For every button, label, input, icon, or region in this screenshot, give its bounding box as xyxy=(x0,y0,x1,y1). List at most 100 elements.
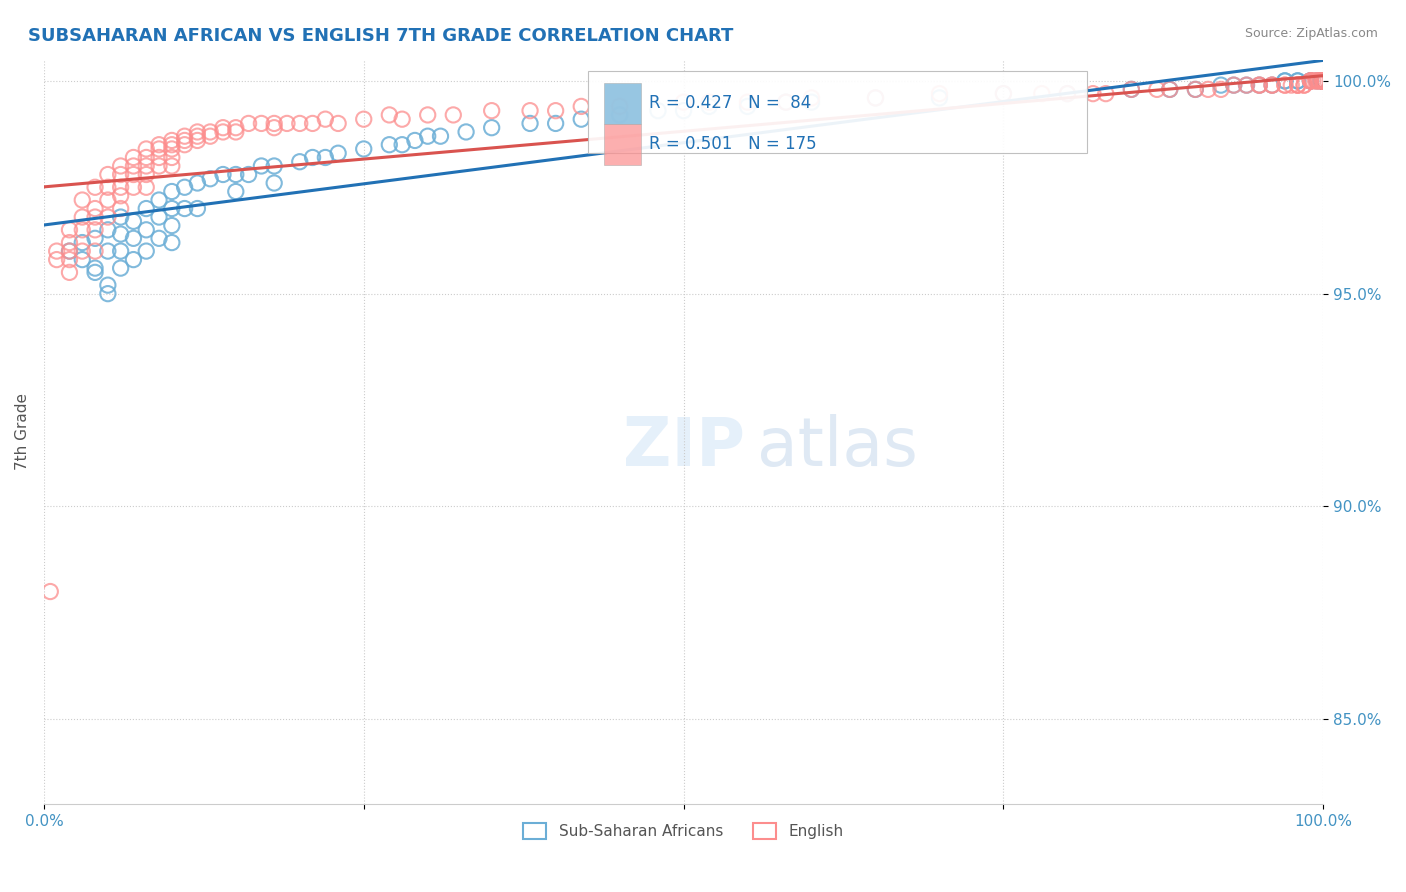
Point xyxy=(160,219,183,233)
Point xyxy=(1312,74,1334,88)
Point xyxy=(1286,78,1309,92)
Point xyxy=(1209,78,1232,92)
Point xyxy=(1159,82,1181,96)
Point xyxy=(1312,74,1334,88)
Point xyxy=(160,202,183,216)
Point xyxy=(1312,74,1334,88)
Text: R = 0.501   N = 175: R = 0.501 N = 175 xyxy=(650,136,817,153)
Point xyxy=(1261,78,1284,92)
Point xyxy=(378,137,401,152)
Point xyxy=(148,142,170,156)
Point xyxy=(314,112,336,127)
Point xyxy=(1274,78,1296,92)
Point xyxy=(148,231,170,245)
Point xyxy=(97,168,120,182)
Point xyxy=(1312,74,1334,88)
Point xyxy=(122,180,145,194)
Point xyxy=(1306,74,1329,88)
Point xyxy=(1249,78,1271,92)
Point xyxy=(186,176,208,190)
Point xyxy=(1274,74,1296,88)
Point xyxy=(1312,74,1334,88)
Point xyxy=(1312,74,1334,88)
Point xyxy=(110,244,132,258)
Point xyxy=(45,244,67,258)
Point xyxy=(135,159,157,173)
Point xyxy=(110,188,132,202)
Point xyxy=(481,120,503,135)
Point xyxy=(1312,74,1334,88)
Point xyxy=(1309,74,1331,88)
Point xyxy=(481,103,503,118)
Point xyxy=(84,210,107,224)
Point xyxy=(1081,87,1104,101)
Point xyxy=(72,193,94,207)
Point xyxy=(173,180,195,194)
Point xyxy=(110,227,132,241)
Point xyxy=(1312,74,1334,88)
Point xyxy=(84,265,107,279)
Point xyxy=(135,223,157,237)
Point xyxy=(97,193,120,207)
Point xyxy=(110,168,132,182)
Point xyxy=(416,108,439,122)
Point xyxy=(212,120,235,135)
Point xyxy=(1310,74,1333,88)
Point xyxy=(1159,82,1181,96)
Point xyxy=(1184,82,1206,96)
Point xyxy=(1312,74,1334,88)
Point xyxy=(58,235,80,250)
Text: SUBSAHARAN AFRICAN VS ENGLISH 7TH GRADE CORRELATION CHART: SUBSAHARAN AFRICAN VS ENGLISH 7TH GRADE … xyxy=(28,27,734,45)
Point xyxy=(1312,74,1334,88)
Point xyxy=(110,159,132,173)
Point xyxy=(1299,74,1322,88)
Point xyxy=(1302,74,1324,88)
Point xyxy=(186,125,208,139)
Point xyxy=(1249,78,1271,92)
Point xyxy=(1312,74,1334,88)
Point xyxy=(1121,82,1143,96)
Point xyxy=(544,116,567,130)
Point xyxy=(1299,74,1322,88)
Point xyxy=(1261,78,1284,92)
Point xyxy=(72,210,94,224)
Text: Source: ZipAtlas.com: Source: ZipAtlas.com xyxy=(1244,27,1378,40)
Point xyxy=(97,278,120,293)
Point xyxy=(200,129,222,144)
Point xyxy=(263,116,285,130)
Point xyxy=(39,584,62,599)
Point xyxy=(1312,74,1334,88)
Point xyxy=(173,137,195,152)
Point xyxy=(1312,74,1334,88)
Point xyxy=(186,133,208,147)
Point xyxy=(186,129,208,144)
Point xyxy=(1308,74,1330,88)
Point xyxy=(1121,82,1143,96)
Point xyxy=(404,133,426,147)
Point xyxy=(135,202,157,216)
Point xyxy=(160,137,183,152)
Point xyxy=(84,231,107,245)
Point xyxy=(135,142,157,156)
Point xyxy=(84,244,107,258)
Point xyxy=(1312,74,1334,88)
Point xyxy=(225,168,247,182)
Point xyxy=(609,99,631,113)
Point xyxy=(301,151,323,165)
Point xyxy=(250,159,273,173)
Point xyxy=(1299,74,1322,88)
Point xyxy=(1312,74,1334,88)
Point xyxy=(72,223,94,237)
Point xyxy=(1312,74,1334,88)
Point xyxy=(148,193,170,207)
Point xyxy=(122,168,145,182)
Point xyxy=(276,116,298,130)
Point xyxy=(1222,78,1244,92)
Point xyxy=(200,125,222,139)
Point xyxy=(97,286,120,301)
Point xyxy=(353,112,375,127)
Legend: Sub-Saharan Africans, English: Sub-Saharan Africans, English xyxy=(517,817,849,845)
Point xyxy=(1312,74,1334,88)
Point xyxy=(263,176,285,190)
Point xyxy=(1306,74,1329,88)
